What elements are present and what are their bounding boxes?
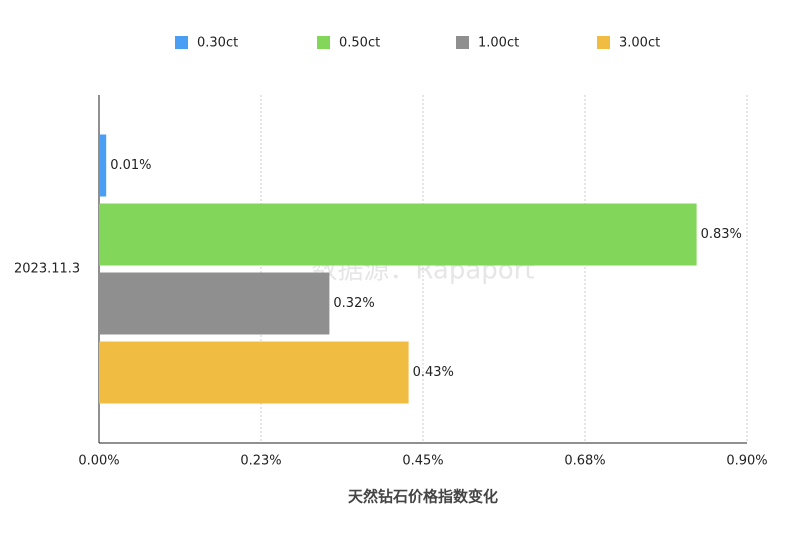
bar — [99, 203, 697, 266]
x-tick-label: 0.45% — [402, 454, 443, 469]
legend-label: 3.00ct — [619, 36, 660, 51]
legend-swatch — [597, 36, 610, 49]
x-tick-label: 0.68% — [564, 454, 605, 469]
legend-swatch — [456, 36, 469, 49]
bar — [99, 341, 409, 404]
legend-swatch — [175, 36, 188, 49]
legend-swatch — [317, 36, 330, 49]
value-label: 0.83% — [701, 227, 742, 242]
value-label: 0.01% — [110, 158, 151, 173]
bar — [99, 134, 107, 197]
legend-label: 0.30ct — [197, 36, 238, 51]
x-tick-label: 0.90% — [726, 454, 767, 469]
value-label: 0.32% — [333, 296, 374, 311]
legend-label: 1.00ct — [478, 36, 519, 51]
legend-label: 0.50ct — [339, 36, 380, 51]
x-tick-label: 0.00% — [78, 454, 119, 469]
value-label: 0.43% — [413, 365, 454, 380]
y-tick-label: 2023.11.3 — [14, 262, 80, 277]
bar — [99, 272, 330, 335]
x-axis-label: 天然钻石价格指数变化 — [348, 488, 498, 506]
x-tick-label: 0.23% — [240, 454, 281, 469]
